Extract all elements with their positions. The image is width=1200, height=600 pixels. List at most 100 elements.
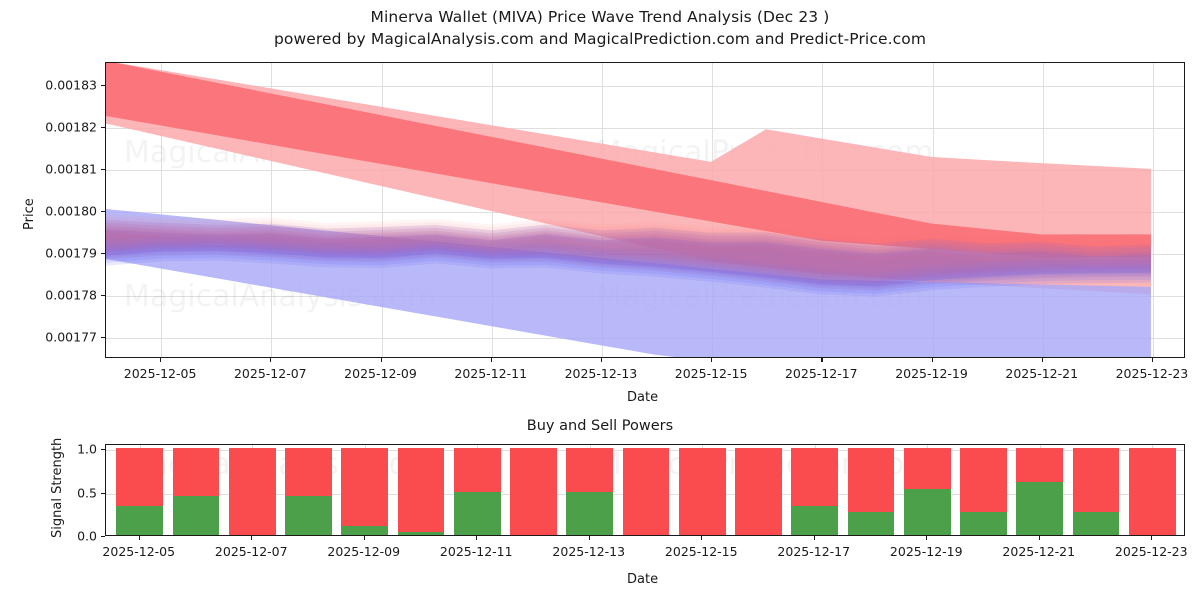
price-x-tick-mark [931,358,933,362]
powers-bar-sell-segment [903,448,951,489]
powers-bar[interactable] [453,445,501,535]
price-x-tick-label: 2025-12-11 [454,366,528,381]
powers-bar[interactable] [1016,445,1064,535]
powers-bar[interactable] [791,445,839,535]
powers-bar-buy-segment [341,526,389,535]
powers-y-tick-label: 0.0 [77,528,97,544]
price-band-polygon [106,239,1152,297]
price-y-tick-mark [101,253,105,255]
price-y-tick-label: 0.00178 [45,287,97,303]
powers-bar-buy-segment [172,495,220,535]
price-y-tick-mark [101,295,105,297]
powers-bar-sell-segment [791,448,839,507]
price-x-tick-mark [160,358,162,362]
price-y-tick-mark [101,85,105,87]
price-x-tick-label: 2025-12-17 [784,366,858,381]
powers-bar[interactable] [510,445,557,535]
price-band-polygon [106,227,1152,285]
price-x-tick-mark [490,358,492,362]
powers-bar-sell-segment [285,448,332,496]
chart-main-title: Minerva Wallet (MIVA) Price Wave Trend A… [370,8,830,26]
powers-x-tick-label: 2025-12-07 [214,544,288,559]
price-x-tick-mark [1041,358,1043,362]
powers-x-tick-mark [363,536,365,540]
powers-x-tick-mark [588,536,590,540]
powers-bar-sell-segment [622,448,670,535]
powers-bar-buy-segment [116,506,164,535]
powers-bar[interactable] [622,445,670,535]
price-gridline-v [161,63,163,357]
price-y-tick-mark [101,337,105,339]
powers-bar-sell-segment [397,448,445,533]
price-y-tick-mark [101,127,105,129]
powers-bar-sell-segment [678,448,726,535]
price-y-axis-label: Price [22,198,37,230]
powers-bar[interactable] [285,445,332,535]
powers-bar-buy-segment [566,491,614,535]
powers-y-tick-label: 1.0 [77,441,97,457]
powers-x-tick-label: 2025-12-09 [327,544,401,559]
price-y-tick-label: 0.00180 [45,203,97,219]
powers-bar[interactable] [678,445,726,535]
price-x-tick-mark [600,358,603,362]
powers-bar-sell-segment [735,448,782,535]
price-band-polygon [106,219,1152,277]
price-band-polygon [106,233,1152,291]
powers-y-tick-label: 0.5 [77,485,97,501]
powers-x-tick-mark [926,536,928,540]
powers-bar[interactable] [397,445,445,535]
powers-bar-buy-segment [453,491,501,535]
powers-bar-sell-segment [228,448,276,535]
powers-bar-sell-segment [1128,448,1176,535]
powers-bar-buy-segment [397,532,445,535]
powers-bar[interactable] [847,445,895,535]
powers-y-axis-label: Signal Strength [50,437,65,538]
powers-chart-title: Buy and Sell Powers [526,418,674,434]
price-band-polygon [106,221,1152,279]
price-gridline-h [106,128,1184,130]
powers-bar[interactable] [960,445,1007,535]
powers-bar-buy-segment [847,511,895,535]
powers-bar-sell-segment [847,448,895,512]
price-x-tick-label: 2025-12-23 [1115,366,1189,381]
price-x-axis-label: Date [627,390,659,405]
powers-bar-buy-segment [960,511,1007,535]
powers-y-tick-mark [101,449,105,451]
powers-x-tick-label: 2025-12-19 [889,544,963,559]
powers-bar[interactable] [1072,445,1120,535]
price-y-tick-label: 0.00182 [45,119,97,135]
powers-x-tick-label: 2025-12-13 [552,544,626,559]
powers-bar-sell-segment [960,448,1007,512]
powers-bar-buy-segment [1072,511,1120,535]
price-gridline-v [1152,63,1154,357]
chart-subtitle: powered by MagicalAnalysis.com and Magic… [273,30,927,48]
powers-bar-sell-segment [172,448,220,496]
price-gridline-v [381,63,383,357]
powers-bar[interactable] [116,445,164,535]
powers-bar[interactable] [1128,445,1176,535]
powers-bar[interactable] [903,445,951,535]
price-x-tick-label: 2025-12-21 [1005,366,1079,381]
powers-bar[interactable] [172,445,220,535]
powers-y-tick-mark [101,536,105,538]
powers-bar[interactable] [735,445,782,535]
powers-bar[interactable] [341,445,389,535]
price-band-polygon [106,225,1152,283]
price-gridline-h [106,254,1184,256]
powers-bar-sell-segment [116,448,164,507]
price-band-polygon [106,213,1152,271]
powers-bar-buy-segment [1016,482,1064,535]
powers-x-tick-mark [1151,536,1153,540]
price-band-polygon [106,230,1152,288]
price-x-tick-mark [711,358,713,362]
price-band-polygon [106,222,1152,280]
price-band-polygon [106,225,1152,283]
powers-bar[interactable] [228,445,276,535]
powers-bar[interactable] [566,445,614,535]
powers-x-tick-label: 2025-12-11 [439,544,513,559]
price-x-tick-label: 2025-12-15 [674,366,748,381]
price-x-tick-mark [270,358,272,362]
powers-bar-sell-segment [510,448,557,535]
price-x-tick-mark [821,358,823,362]
